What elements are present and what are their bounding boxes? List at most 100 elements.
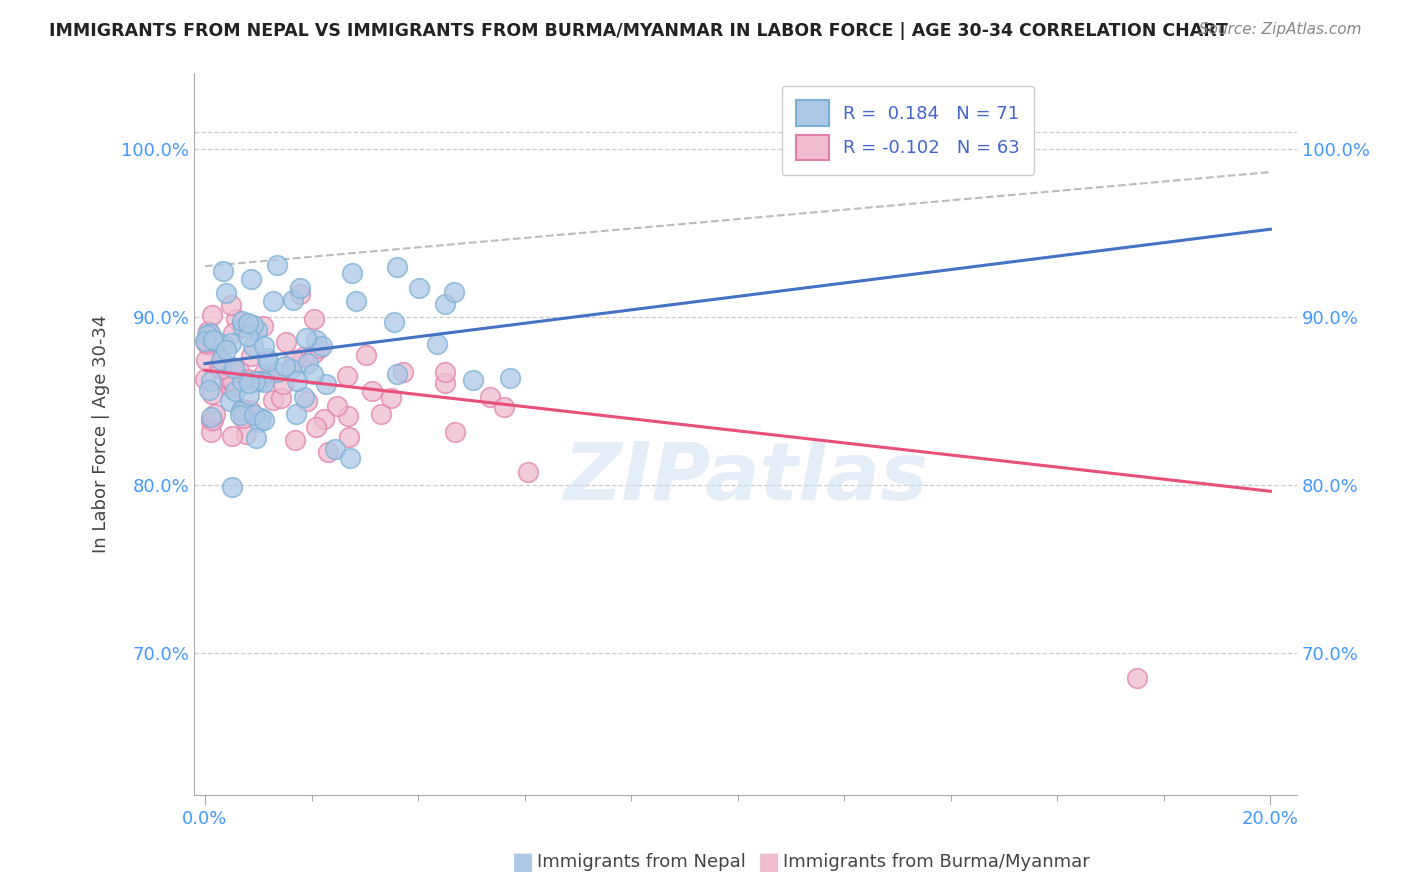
Point	[492, 401, 515, 415]
Point	[245, 432, 267, 446]
Point	[225, 312, 247, 326]
Point	[337, 409, 360, 423]
Y-axis label: In Labor Force | Age 30-34: In Labor Force | Age 30-34	[93, 315, 110, 553]
Text: IMMIGRANTS FROM NEPAL VS IMMIGRANTS FROM BURMA/MYANMAR IN LABOR FORCE | AGE 30-3: IMMIGRANTS FROM NEPAL VS IMMIGRANTS FROM…	[49, 22, 1227, 40]
Point	[247, 415, 270, 429]
Point	[479, 390, 502, 404]
Point	[344, 294, 367, 309]
Point	[242, 318, 264, 332]
Point	[249, 374, 271, 388]
Point	[305, 333, 328, 347]
Point	[224, 384, 246, 399]
Point	[256, 351, 278, 365]
Point	[229, 408, 252, 422]
Point	[249, 410, 271, 425]
Point	[201, 387, 224, 401]
Point	[219, 335, 242, 350]
Point	[262, 392, 284, 407]
Point	[426, 337, 449, 351]
Point	[302, 368, 325, 382]
Point	[197, 324, 219, 338]
Point	[253, 366, 276, 380]
Point	[311, 339, 333, 353]
Point	[236, 328, 259, 343]
Point	[408, 280, 430, 294]
Point	[443, 285, 465, 299]
Point	[302, 346, 325, 360]
Point	[257, 354, 280, 368]
Point	[252, 319, 274, 334]
Point	[238, 387, 260, 401]
Point	[239, 402, 262, 417]
Point	[253, 375, 276, 389]
Point	[517, 465, 540, 479]
Point	[305, 420, 328, 434]
Point	[200, 414, 222, 428]
Point	[232, 411, 254, 425]
Point	[274, 359, 297, 373]
Point	[337, 430, 360, 444]
Point	[288, 281, 311, 295]
Point	[360, 384, 382, 399]
Point	[290, 287, 312, 301]
Point	[385, 367, 408, 381]
Point	[433, 297, 456, 311]
Point	[231, 374, 253, 388]
Point	[221, 429, 243, 443]
Point	[253, 413, 276, 427]
Point	[200, 375, 222, 389]
Point	[256, 368, 278, 383]
Point	[354, 348, 377, 362]
Point	[218, 372, 240, 386]
Point	[209, 362, 232, 376]
Point	[245, 374, 267, 388]
Point	[221, 480, 243, 494]
Text: ■: ■	[512, 850, 534, 873]
Point	[308, 341, 330, 355]
Point	[194, 353, 217, 368]
Point	[243, 408, 266, 422]
Point	[204, 407, 226, 421]
Point	[253, 339, 276, 353]
Point	[370, 407, 392, 421]
Point	[238, 376, 260, 390]
Point	[208, 359, 231, 373]
Point	[222, 326, 245, 340]
Point	[283, 293, 305, 307]
Point	[1126, 671, 1149, 685]
Point	[228, 363, 250, 377]
Point	[219, 380, 242, 394]
Point	[224, 361, 246, 376]
Point	[236, 316, 259, 330]
Point	[461, 373, 484, 387]
Point	[295, 331, 318, 345]
Point	[194, 371, 217, 385]
Point	[242, 338, 264, 352]
Point	[197, 338, 219, 352]
Point	[325, 400, 347, 414]
Point	[292, 390, 315, 404]
Point	[292, 350, 315, 364]
Point	[219, 298, 242, 312]
Point	[434, 365, 457, 379]
Text: Immigrants from Burma/Myanmar: Immigrants from Burma/Myanmar	[783, 853, 1090, 871]
Point	[246, 323, 269, 337]
Text: Immigrants from Nepal: Immigrants from Nepal	[537, 853, 747, 871]
Point	[266, 258, 288, 272]
Point	[200, 425, 222, 439]
Point	[380, 391, 402, 405]
Point	[212, 264, 235, 278]
Point	[194, 334, 217, 348]
Point	[315, 377, 337, 392]
Point	[215, 286, 238, 301]
Point	[201, 333, 224, 347]
Point	[200, 410, 222, 425]
Point	[433, 376, 456, 390]
Point	[194, 335, 217, 350]
Point	[262, 293, 284, 308]
Point	[339, 450, 361, 465]
Point	[270, 391, 292, 405]
Point	[385, 260, 408, 275]
Point	[232, 320, 254, 334]
Point	[314, 411, 336, 425]
